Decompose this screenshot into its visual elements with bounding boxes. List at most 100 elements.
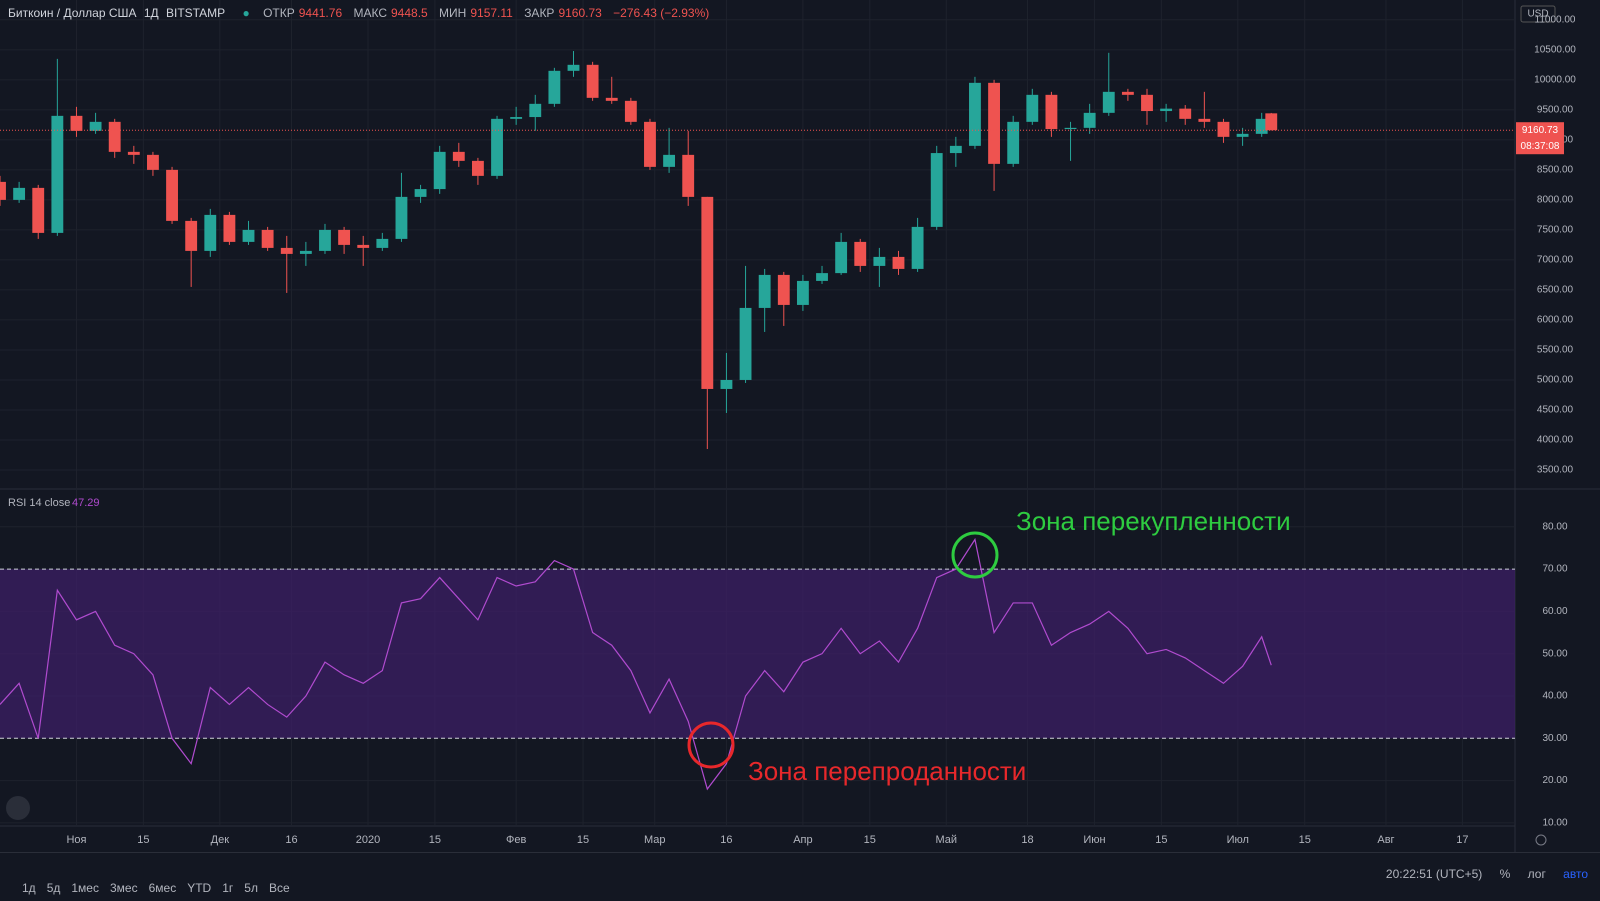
marks: [0, 51, 1515, 791]
x-tick-label: Май: [935, 834, 957, 846]
currency-box[interactable]: [1520, 5, 1556, 23]
x-tick-label: 15: [429, 834, 441, 846]
clock: 20:22:51 (UTC+5): [1385, 867, 1483, 881]
annotation: Зона перекупленности: [1016, 506, 1291, 536]
candle-body: [624, 100, 637, 122]
y-tick-label: 30.00: [1542, 733, 1567, 744]
low-label: МИН: [439, 6, 467, 20]
candle-body: [1007, 121, 1020, 164]
candle-body: [816, 273, 828, 281]
candle-body: [1141, 94, 1153, 112]
candle-body: [261, 229, 274, 248]
y-tick-label: 40.00: [1542, 691, 1567, 702]
currency[interactable]: USD: [1527, 9, 1548, 20]
candle-body: [32, 187, 45, 233]
x-tick-label: 18: [1021, 834, 1033, 846]
candle-body: [242, 229, 255, 242]
candle-body: [1255, 118, 1268, 134]
percent-toggle[interactable]: %: [1499, 867, 1511, 881]
y-tick-label: 4500.00: [1537, 405, 1574, 416]
range-button[interactable]: 3мес: [109, 881, 138, 895]
x-tick-label: Июн: [1083, 834, 1105, 846]
candle-body: [1026, 94, 1039, 122]
candle-body: [854, 241, 867, 266]
y-tick-label: 70.00: [1542, 564, 1567, 575]
candle-body: [796, 280, 809, 305]
y-tick-label: 6000.00: [1537, 315, 1574, 326]
x-tick-label: 16: [285, 834, 297, 846]
logo: [6, 796, 30, 820]
open-label: ОТКР: [263, 6, 295, 20]
rsi-title: RSI 14 close: [8, 497, 70, 509]
y-tick-label: 8500.00: [1537, 165, 1574, 176]
candle-body: [1236, 133, 1249, 137]
candle-body: [1265, 113, 1278, 131]
x-tick-label: 15: [1155, 834, 1167, 846]
candle-body: [1064, 127, 1077, 130]
candle-body: [471, 160, 484, 176]
y-tick-label: 5500.00: [1537, 345, 1574, 356]
candle-body: [204, 214, 217, 251]
y-tick-label: 10.00: [1542, 818, 1567, 829]
status-dot: ●: [242, 6, 250, 20]
change: −276.43 (−2.93%): [613, 6, 710, 20]
y-tick-label: 11000.00: [1535, 14, 1576, 25]
y-tick-label: 6500.00: [1537, 285, 1574, 296]
settings-icon[interactable]: [1535, 834, 1547, 846]
x-tick-label: 15: [137, 834, 149, 846]
log-toggle[interactable]: лог: [1527, 867, 1546, 881]
candle-body: [0, 181, 6, 200]
range-button[interactable]: 1г: [222, 881, 234, 895]
candle-body: [1045, 94, 1058, 130]
candle-body: [1083, 112, 1096, 128]
y-tick-label: 10500.00: [1534, 44, 1576, 55]
candle-body: [70, 115, 83, 131]
x-tick-label: 15: [577, 834, 589, 846]
candle-body: [739, 307, 752, 380]
candle-body: [127, 151, 140, 155]
y-tick-label: 8000.00: [1537, 195, 1574, 206]
range-button[interactable]: YTD: [187, 881, 212, 895]
x-tick-label: Мар: [644, 834, 666, 846]
candle-body: [89, 121, 102, 131]
candle-body: [1121, 91, 1134, 95]
range-button[interactable]: 5л: [244, 881, 258, 895]
candle-body: [701, 196, 714, 389]
rsi-band: [0, 569, 1515, 739]
candle-body: [1217, 121, 1230, 137]
candle-body: [223, 214, 236, 242]
open-value: 9441.76: [298, 6, 343, 20]
range-button[interactable]: 5д: [46, 881, 61, 895]
candle-body: [319, 229, 331, 251]
candle-body: [988, 82, 1000, 164]
close-value: 9160.73: [558, 6, 602, 20]
symbol: Биткоин / Доллар США: [8, 6, 137, 20]
annotation: Зона перепроданности: [748, 756, 1026, 786]
range-button[interactable]: Все: [268, 881, 290, 895]
y-tick-label: 10000.00: [1534, 74, 1576, 85]
x-tick-label: Апр: [793, 834, 812, 846]
interval: 1Д: [143, 6, 159, 20]
range-button[interactable]: 1д: [22, 881, 36, 895]
candle-body: [548, 70, 561, 104]
range-group: 1д 5д 1мес 3мес 6мес YTD 1г 5л Все: [11, 867, 290, 895]
candle-body: [452, 151, 465, 161]
candle-body: [491, 118, 503, 176]
candle-body: [892, 256, 905, 269]
range-button[interactable]: 1мес: [71, 881, 99, 895]
auto-toggle[interactable]: авто: [1563, 867, 1588, 881]
candle-body: [510, 117, 523, 119]
x-tick-label: 2020: [356, 834, 380, 846]
x-tick-label: 16: [720, 834, 732, 846]
overbought-circle: [951, 531, 999, 579]
high-label: МАКС: [353, 6, 387, 20]
candle-body: [930, 153, 943, 227]
y-tick-label: 20.00: [1542, 775, 1567, 786]
candle-body: [433, 151, 446, 190]
x-tick-label: Июл: [1227, 834, 1249, 846]
candle-body: [873, 256, 886, 266]
range-button[interactable]: 6мес: [148, 881, 177, 895]
toolbar-right: 20:22:51 (UTC+5) % лог авто: [1372, 853, 1588, 881]
y-tick-label: 5000.00: [1537, 375, 1574, 386]
